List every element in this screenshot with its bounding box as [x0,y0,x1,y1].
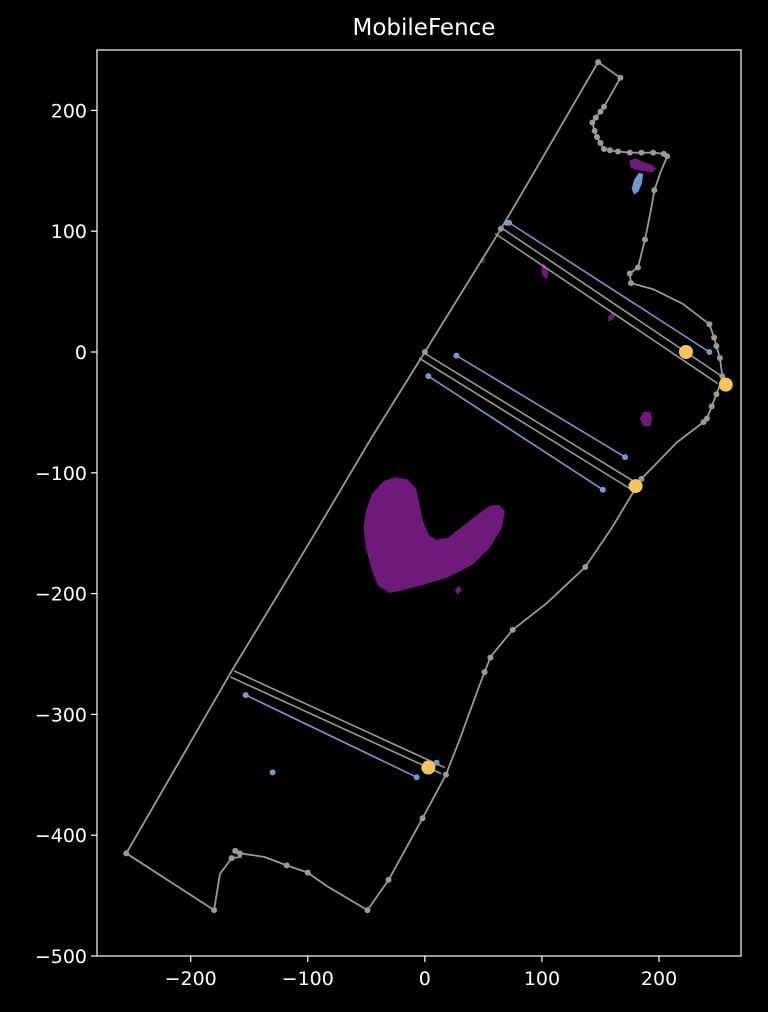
y-tick-label-0: 200 [51,100,87,122]
y-tick-label-1: 100 [51,221,87,243]
axes-frame [96,49,742,957]
chart-title: MobileFence [353,15,496,41]
track-point-8 [269,769,276,776]
track-point-5 [599,486,606,493]
divider-line-4 [233,670,446,769]
obstacle-3 [608,312,616,322]
boundary-point-42 [236,850,243,857]
boundary-point-48 [497,225,504,232]
y-axis-ticks: 200 100 0 −100 −200 −300 −400 −500 [35,100,97,968]
track-layer [242,219,713,781]
y-tick-label-6: −400 [35,825,87,847]
obstacle-5 [454,585,462,595]
boundary-point-32 [582,564,589,571]
y-tick-label-4: −200 [35,584,87,606]
track-point-7 [413,774,420,781]
boundary-point-36 [442,771,449,778]
track-line-1 [456,354,626,458]
boundary-layer [123,59,726,914]
boundary-point-17 [651,187,658,194]
track-point-3 [622,454,629,461]
boundary-point-2 [601,103,608,110]
boundary-point-35 [481,669,488,676]
obstacle-1 [541,262,549,280]
y-tick-label-7: −500 [35,946,87,968]
obstacles-layer [363,158,657,595]
station-1 [718,377,733,392]
y-tick-label-5: −300 [35,704,87,726]
boundary-point-6 [591,127,598,134]
boundary-point-22 [706,321,713,328]
station-3 [421,760,436,775]
track-point-4 [425,373,432,380]
track-point-1 [706,349,713,355]
track-line-3 [245,694,418,778]
boundary-point-4 [592,114,599,121]
track-point-6 [242,692,249,699]
boundary-point-46 [123,850,130,857]
obstacle-4 [639,411,653,427]
boundary-point-13 [638,149,645,156]
station-layer [421,345,733,775]
boundary-point-20 [626,270,633,277]
boundary-point-9 [601,146,608,153]
station-2 [628,479,643,494]
x-tick-label-0: −200 [165,968,217,990]
boundary-point-28 [708,403,715,410]
divider-line-1 [494,232,719,385]
boundary-point-16 [664,153,671,160]
x-tick-label-2: 0 [419,968,431,990]
boundary-point-0 [595,59,602,66]
boundary-point-8 [597,140,604,147]
boundary-point-43 [232,847,239,854]
boundary-point-30 [700,419,707,426]
boundary-point-34 [487,654,494,661]
boundary-point-31 [638,475,645,482]
boundary-point-45 [211,907,218,914]
boundary-point-40 [304,869,311,876]
track-blob-0 [631,172,644,195]
boundary-point-1 [617,74,624,81]
boundary-point-25 [716,355,723,362]
x-axis-ticks: −200 −100 0 100 200 [165,956,677,990]
boundary-point-23 [711,334,718,341]
boundary-point-27 [713,391,720,398]
boundary-point-38 [385,876,392,883]
x-tick-label-1: −100 [282,968,334,990]
divider-line-3 [418,357,631,490]
boundary-point-24 [713,342,720,349]
boundary-point-21 [627,280,634,287]
boundary-point-44 [228,855,235,862]
boundary-point-7 [593,133,600,140]
boundary-point-37 [419,815,426,822]
boundary-point-3 [597,108,604,115]
x-tick-label-3: 100 [524,968,560,990]
track-point-9 [433,759,440,766]
y-tick-label-3: −100 [35,463,87,485]
boundary-point-19 [634,264,641,271]
boundary-point-33 [509,626,516,633]
boundary-point-18 [641,236,648,243]
track-point-2 [453,352,460,359]
boundary-point-12 [626,149,633,156]
divider-line-5 [230,676,442,775]
boundary-point-14 [650,149,657,156]
obstacle-6 [629,158,657,173]
y-tick-label-2: 0 [75,342,87,364]
boundary-point-41 [283,862,290,869]
divider-line-2 [422,351,637,484]
x-tick-label-4: 200 [641,968,677,990]
boundary-point-39 [364,907,371,914]
boundary-point-5 [589,119,596,126]
track-line-0 [508,222,710,353]
station-0 [678,345,693,359]
boundary-point-10 [606,147,613,154]
boundary-point-11 [615,148,622,155]
obstacle-0 [363,477,506,593]
track-point-0 [506,219,513,226]
track-line-2 [427,375,604,491]
